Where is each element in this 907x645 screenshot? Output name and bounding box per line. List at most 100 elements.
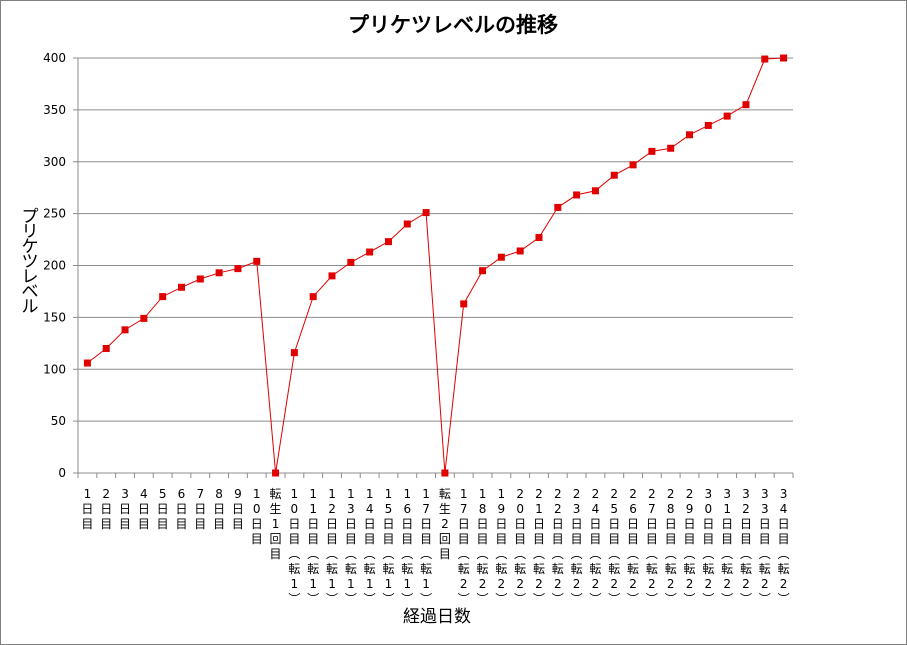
data-point bbox=[366, 248, 374, 256]
x-tick-label: 6 日目 bbox=[175, 487, 187, 531]
y-tick-label: 300 bbox=[43, 155, 66, 169]
data-point bbox=[328, 272, 336, 280]
svg-text:2日目: 2 日目 bbox=[100, 487, 112, 531]
data-point bbox=[215, 269, 223, 277]
x-tick-label: 7 日目 bbox=[194, 487, 206, 531]
svg-text:6日目: 6 日目 bbox=[175, 487, 187, 531]
data-point bbox=[704, 121, 712, 129]
x-tick-label: 転生 2 回目 bbox=[439, 487, 451, 561]
data-point bbox=[591, 187, 599, 195]
data-point bbox=[196, 275, 204, 283]
x-tick-label: 1 0 日目︵転 1 ︶ bbox=[288, 487, 300, 606]
data-point bbox=[441, 469, 449, 477]
x-tick-label: 2 8 日目︵転 2 ︶ bbox=[665, 487, 677, 606]
series-markers bbox=[83, 54, 788, 477]
x-axis-label: 経過日数 bbox=[403, 607, 471, 627]
svg-text:3日目: 3 日目 bbox=[119, 487, 131, 531]
y-tick-label: 50 bbox=[51, 414, 66, 428]
data-point bbox=[384, 238, 392, 246]
chart-title: プリケツレベルの推移 bbox=[348, 13, 558, 37]
data-point bbox=[177, 283, 185, 291]
data-point bbox=[761, 55, 769, 63]
x-tick-label: 1 7 日目︵転 1 ︶ bbox=[420, 487, 432, 606]
x-tick-label: 3 3 日目︵転 2 ︶ bbox=[759, 487, 771, 606]
y-tick-label: 250 bbox=[43, 207, 66, 221]
data-point bbox=[648, 147, 656, 155]
svg-text:5日目: 5 日目 bbox=[157, 487, 169, 531]
x-tick-label: 3 0 日目︵転 2 ︶ bbox=[702, 487, 714, 606]
x-tick-label: 1 8 日目︵転 2 ︶ bbox=[477, 487, 489, 606]
x-tick-label: 1 6 日目︵転 1 ︶ bbox=[401, 487, 413, 606]
svg-text:9日目: 9 日目 bbox=[232, 487, 244, 531]
x-tick-label: 2 6 日目︵転 2 ︶ bbox=[627, 487, 639, 606]
data-point bbox=[723, 112, 731, 120]
y-tick-label: 400 bbox=[43, 51, 66, 65]
data-point bbox=[460, 300, 468, 308]
x-tick-label: 2 7 日目︵転 2 ︶ bbox=[646, 487, 658, 606]
x-tick-label: 1 0 日目 bbox=[251, 487, 263, 546]
data-point bbox=[535, 233, 543, 241]
x-tick-label: 1 5 日目︵転 1 ︶ bbox=[382, 487, 394, 606]
svg-text:1日目: 1 日目 bbox=[81, 487, 93, 531]
svg-text:8日目: 8 日目 bbox=[213, 487, 225, 531]
x-tick-label: 2 1 日目︵転 2 ︶ bbox=[533, 487, 545, 606]
data-point bbox=[516, 247, 524, 255]
data-point bbox=[140, 314, 148, 322]
x-tick-label: 1 1 日目︵転 1 ︶ bbox=[307, 487, 319, 606]
x-tick-label: 2 5 日目︵転 2 ︶ bbox=[608, 487, 620, 606]
y-tick-label: 0 bbox=[58, 466, 66, 480]
y-tick-label: 100 bbox=[43, 362, 66, 376]
data-point bbox=[610, 171, 618, 179]
x-tick-label: 4 日目 bbox=[138, 487, 150, 531]
data-point bbox=[309, 293, 317, 301]
x-tick-label: 2 9 日目︵転 2 ︶ bbox=[684, 487, 696, 606]
x-tick-label: 2 2 日目︵転 2 ︶ bbox=[552, 487, 564, 606]
data-point bbox=[479, 267, 487, 275]
data-point bbox=[554, 203, 562, 211]
x-tick-label: 9 日目 bbox=[232, 487, 244, 531]
data-point bbox=[234, 265, 242, 273]
data-point bbox=[272, 469, 280, 477]
x-tick-label: 3 4 日目︵転 2 ︶ bbox=[778, 487, 790, 606]
gridlines bbox=[78, 57, 793, 422]
x-tick-label: 1 日目 bbox=[81, 487, 93, 531]
data-point bbox=[253, 257, 261, 265]
data-point bbox=[422, 209, 430, 217]
x-tick-label: 8 日目 bbox=[213, 487, 225, 531]
y-tick-label: 200 bbox=[43, 259, 66, 273]
x-tick-label: 2 3 日目︵転 2 ︶ bbox=[571, 487, 583, 606]
svg-text:7日目: 7 日目 bbox=[194, 487, 206, 531]
axes bbox=[77, 58, 794, 478]
x-tick-label: 2 0 日目︵転 2 ︶ bbox=[514, 487, 526, 606]
x-tick-label: 1 3 日目︵転 1 ︶ bbox=[345, 487, 357, 606]
y-tick-label: 350 bbox=[43, 103, 66, 117]
x-tick-label: 3 日目 bbox=[119, 487, 131, 531]
svg-text:4日目: 4 日目 bbox=[138, 487, 150, 531]
data-point bbox=[83, 359, 91, 367]
